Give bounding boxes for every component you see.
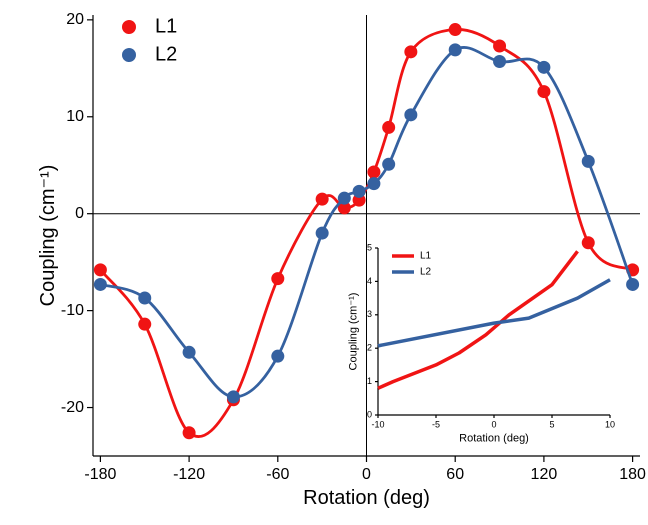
y-tick-label: -20: [61, 399, 84, 416]
marker: [626, 277, 640, 291]
y-tick-label: 5: [367, 242, 372, 252]
marker: [404, 108, 418, 122]
marker: [367, 165, 381, 179]
legend-label: L1: [155, 15, 177, 37]
legend-label: L2: [420, 267, 432, 278]
marker: [448, 23, 462, 37]
marker: [537, 60, 551, 74]
marker: [182, 345, 196, 359]
marker: [226, 390, 240, 404]
x-tick-label: 60: [446, 466, 464, 483]
x-tick-label: 0: [362, 466, 371, 483]
marker: [493, 55, 507, 69]
x-tick-label: -60: [266, 466, 289, 483]
series-line: [377, 250, 579, 390]
marker: [404, 45, 418, 59]
marker: [271, 272, 285, 286]
x-tick-label: -10: [371, 420, 384, 430]
series-line: [377, 278, 611, 348]
x-axis-label: Rotation (deg): [303, 487, 430, 509]
y-tick-label: 0: [75, 205, 84, 222]
marker: [537, 85, 551, 99]
legend-marker: [122, 20, 136, 34]
y-tick-label: 3: [367, 309, 372, 319]
marker: [493, 39, 507, 53]
legend-label: L2: [155, 43, 177, 65]
x-tick-label: -180: [84, 466, 116, 483]
marker: [448, 43, 462, 57]
marker: [138, 317, 152, 331]
marker: [271, 349, 285, 363]
x-axis-label: Rotation (deg): [459, 433, 529, 445]
y-tick-label: 0: [367, 409, 372, 419]
y-tick-label: 10: [66, 108, 84, 125]
marker: [315, 192, 329, 206]
x-tick-label: 180: [619, 466, 646, 483]
y-tick-label: 1: [367, 376, 372, 386]
marker: [93, 277, 107, 291]
legend-label: L1: [420, 251, 432, 262]
x-tick-label: -120: [173, 466, 205, 483]
x-tick-label: 120: [531, 466, 558, 483]
marker: [581, 236, 595, 250]
y-tick-label: 2: [367, 343, 372, 353]
marker: [93, 263, 107, 277]
marker: [581, 154, 595, 168]
y-axis-label: Coupling (cm⁻¹): [347, 293, 359, 371]
marker: [315, 226, 329, 240]
x-tick-label: 10: [605, 420, 615, 430]
y-tick-label: -10: [61, 302, 84, 319]
y-axis-label: Coupling (cm⁻¹): [37, 165, 59, 307]
marker: [182, 426, 196, 440]
y-tick-label: 20: [66, 11, 84, 28]
x-tick-label: -5: [432, 420, 440, 430]
marker: [382, 120, 396, 134]
marker: [337, 191, 351, 205]
x-tick-label: 0: [491, 420, 496, 430]
marker: [382, 157, 396, 171]
y-tick-label: 4: [367, 276, 372, 286]
marker: [138, 291, 152, 305]
marker: [367, 177, 381, 191]
marker: [337, 201, 351, 215]
x-tick-label: 5: [549, 420, 554, 430]
marker: [352, 184, 366, 198]
legend-marker: [122, 48, 136, 62]
